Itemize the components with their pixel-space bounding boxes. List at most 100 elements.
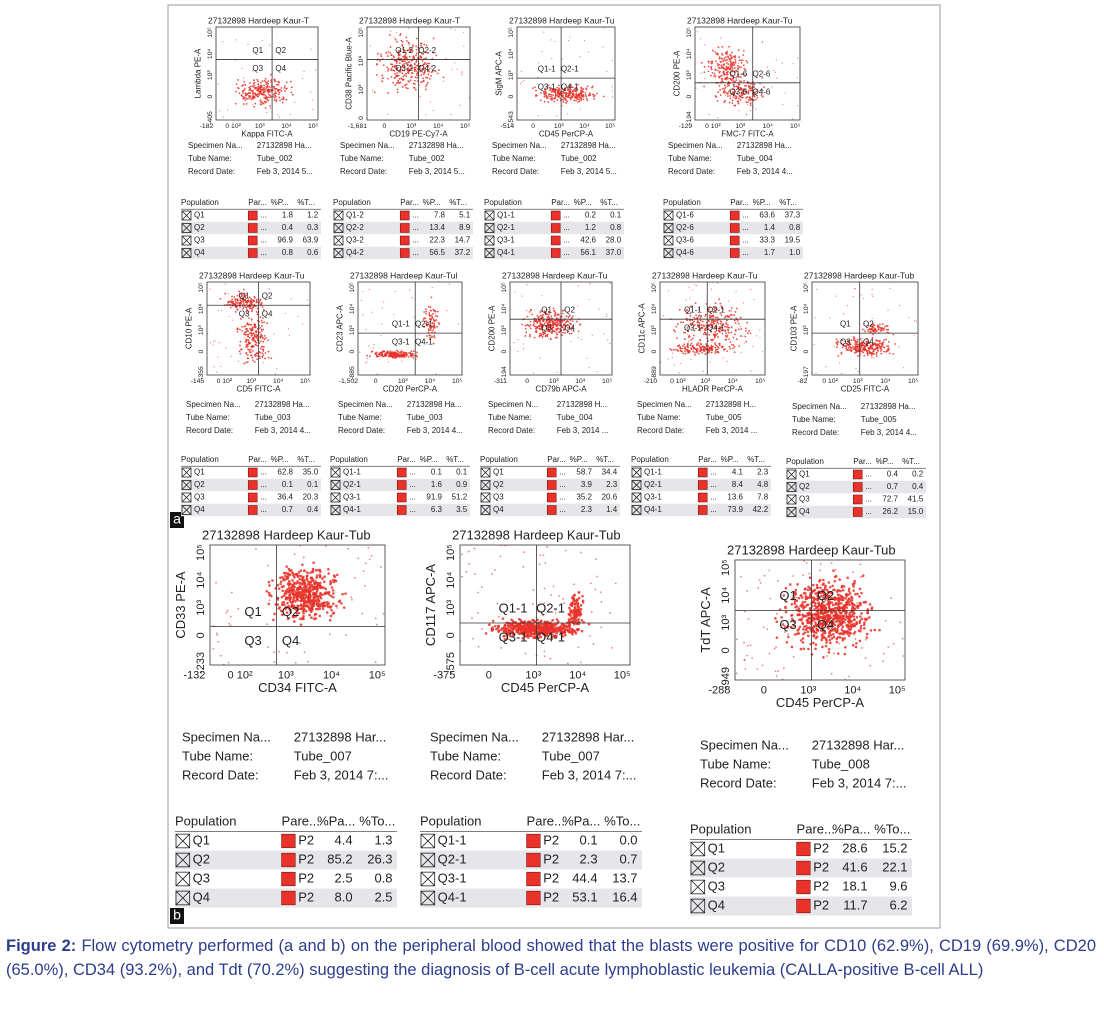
checkbox-cross [175,871,190,887]
event-dot [307,660,309,663]
event-dot [735,290,737,293]
event-dot [380,334,382,337]
quadrant-label: Q3 [244,633,261,648]
event-dot [716,350,719,353]
event-dot [375,74,378,76]
event-dot [561,635,565,638]
event-dot [505,632,507,635]
event-dot [589,635,591,637]
event-dot [400,352,403,355]
event-dot [696,344,698,347]
event-dot [855,367,857,370]
event-dot [242,300,245,303]
event-dot [572,330,575,332]
event-dot [713,322,716,325]
event-dot [539,629,543,633]
event-dot [451,68,453,71]
event-dot [732,55,735,58]
event-dot [842,344,845,347]
event-dot [718,67,721,70]
event-dot [550,93,553,96]
event-dot [722,345,724,348]
event-dot [902,367,905,369]
event-dot [251,329,254,332]
event-dot [430,71,433,74]
event-dot [596,575,598,578]
event-dot [720,314,723,317]
row-pct-parent: 26.2 [882,507,898,516]
info-key: Tube Name: [637,413,681,422]
event-dot [700,346,703,349]
event-dot [310,576,314,580]
checkbox [330,492,341,503]
x-tick-label: 10⁴ [728,378,739,385]
event-dot [277,114,279,116]
event-dot [759,89,761,92]
x-tick-label: 10³ [853,378,864,385]
event-dot [872,333,874,336]
event-dot [273,99,276,102]
event-dot [693,320,695,323]
event-dot [303,591,307,595]
plot-title: 27132898 Hardeep Kaur-T [208,15,309,25]
event-dot [730,307,733,309]
event-dot [545,625,549,629]
row-parent: ... [563,248,570,257]
event-dot [397,351,399,353]
event-dot [273,85,275,88]
event-dot [592,95,595,98]
event-dot [460,575,463,578]
table-header: %T... [446,455,464,464]
row-name: Q1 [493,468,504,477]
event-dot [541,315,544,318]
quadrant-label: Q4-1 [707,324,725,333]
row-name: Q3 [799,495,810,504]
event-dot [727,63,730,66]
event-dot [711,340,713,342]
x-tick-label: 10³ [246,378,257,385]
event-dot [545,320,548,323]
event-dot [678,308,681,311]
event-dot [868,352,871,355]
event-dot [536,320,539,323]
event-dot [432,308,435,311]
event-dot [267,602,271,606]
event-dot [571,315,574,318]
row-pct-total: 8.9 [459,223,471,232]
info-key: Specimen Na... [182,729,271,744]
event-dot [549,89,552,92]
event-dot [556,371,558,373]
event-dot [871,326,874,328]
event-dot [263,100,266,103]
event-dot [683,338,686,340]
event-dot [731,343,733,346]
event-dot [242,288,245,291]
parent-swatch [396,492,407,503]
row-pct-total: 34.4 [602,468,618,477]
row-pct-total: 0.8 [374,870,392,885]
event-dot [744,342,746,344]
event-dot [410,355,413,358]
row-parent: ... [260,248,267,257]
event-dot [749,109,751,112]
event-dot [538,324,541,327]
event-dot [276,596,280,600]
row-parent: ... [559,493,566,502]
event-dot [368,345,370,347]
event-dot [737,102,740,105]
event-dot [406,68,409,71]
event-dot [318,581,322,585]
event-dot [579,89,582,92]
event-dot [259,84,262,87]
event-dot [407,356,410,358]
event-dot [254,102,257,105]
event-dot [297,611,301,615]
event-dot [582,98,585,101]
event-dot [238,328,241,331]
row-pct-parent: 56.5 [429,248,445,257]
event-dot [413,69,416,72]
event-dot [245,93,247,95]
event-dot [279,582,282,586]
x-tick-label: 10⁴ [281,123,292,130]
